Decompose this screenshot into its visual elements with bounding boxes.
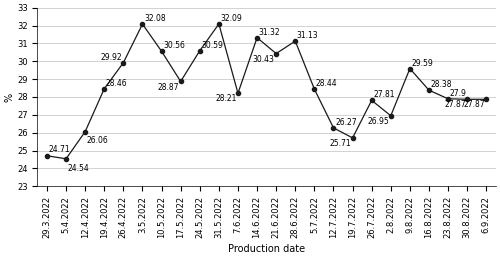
Text: 32.09: 32.09 xyxy=(220,14,242,23)
Text: 26.06: 26.06 xyxy=(86,136,108,146)
Text: 32.08: 32.08 xyxy=(144,14,166,23)
Text: 27.87: 27.87 xyxy=(444,100,466,109)
Text: 27.87: 27.87 xyxy=(463,100,485,109)
Text: 28.21: 28.21 xyxy=(215,94,236,103)
Text: 31.32: 31.32 xyxy=(258,28,280,37)
Text: 29.92: 29.92 xyxy=(100,53,122,62)
Text: 24.71: 24.71 xyxy=(48,145,70,154)
Text: 29.59: 29.59 xyxy=(412,59,433,68)
Text: 26.95: 26.95 xyxy=(368,117,390,126)
Text: 27.81: 27.81 xyxy=(373,90,394,99)
Text: 30.56: 30.56 xyxy=(163,41,185,50)
Text: 30.43: 30.43 xyxy=(253,55,274,64)
Text: 26.27: 26.27 xyxy=(335,118,356,127)
Text: 28.46: 28.46 xyxy=(106,79,128,88)
X-axis label: Production date: Production date xyxy=(228,244,305,254)
Y-axis label: %: % xyxy=(4,92,14,102)
Text: 31.13: 31.13 xyxy=(297,31,318,40)
Text: 24.54: 24.54 xyxy=(68,164,90,173)
Text: 28.38: 28.38 xyxy=(430,80,452,89)
Text: 25.71: 25.71 xyxy=(330,139,351,148)
Text: 28.44: 28.44 xyxy=(316,79,338,88)
Text: 28.87: 28.87 xyxy=(158,83,179,92)
Text: 30.59: 30.59 xyxy=(202,41,223,50)
Text: 27.9: 27.9 xyxy=(450,89,466,98)
